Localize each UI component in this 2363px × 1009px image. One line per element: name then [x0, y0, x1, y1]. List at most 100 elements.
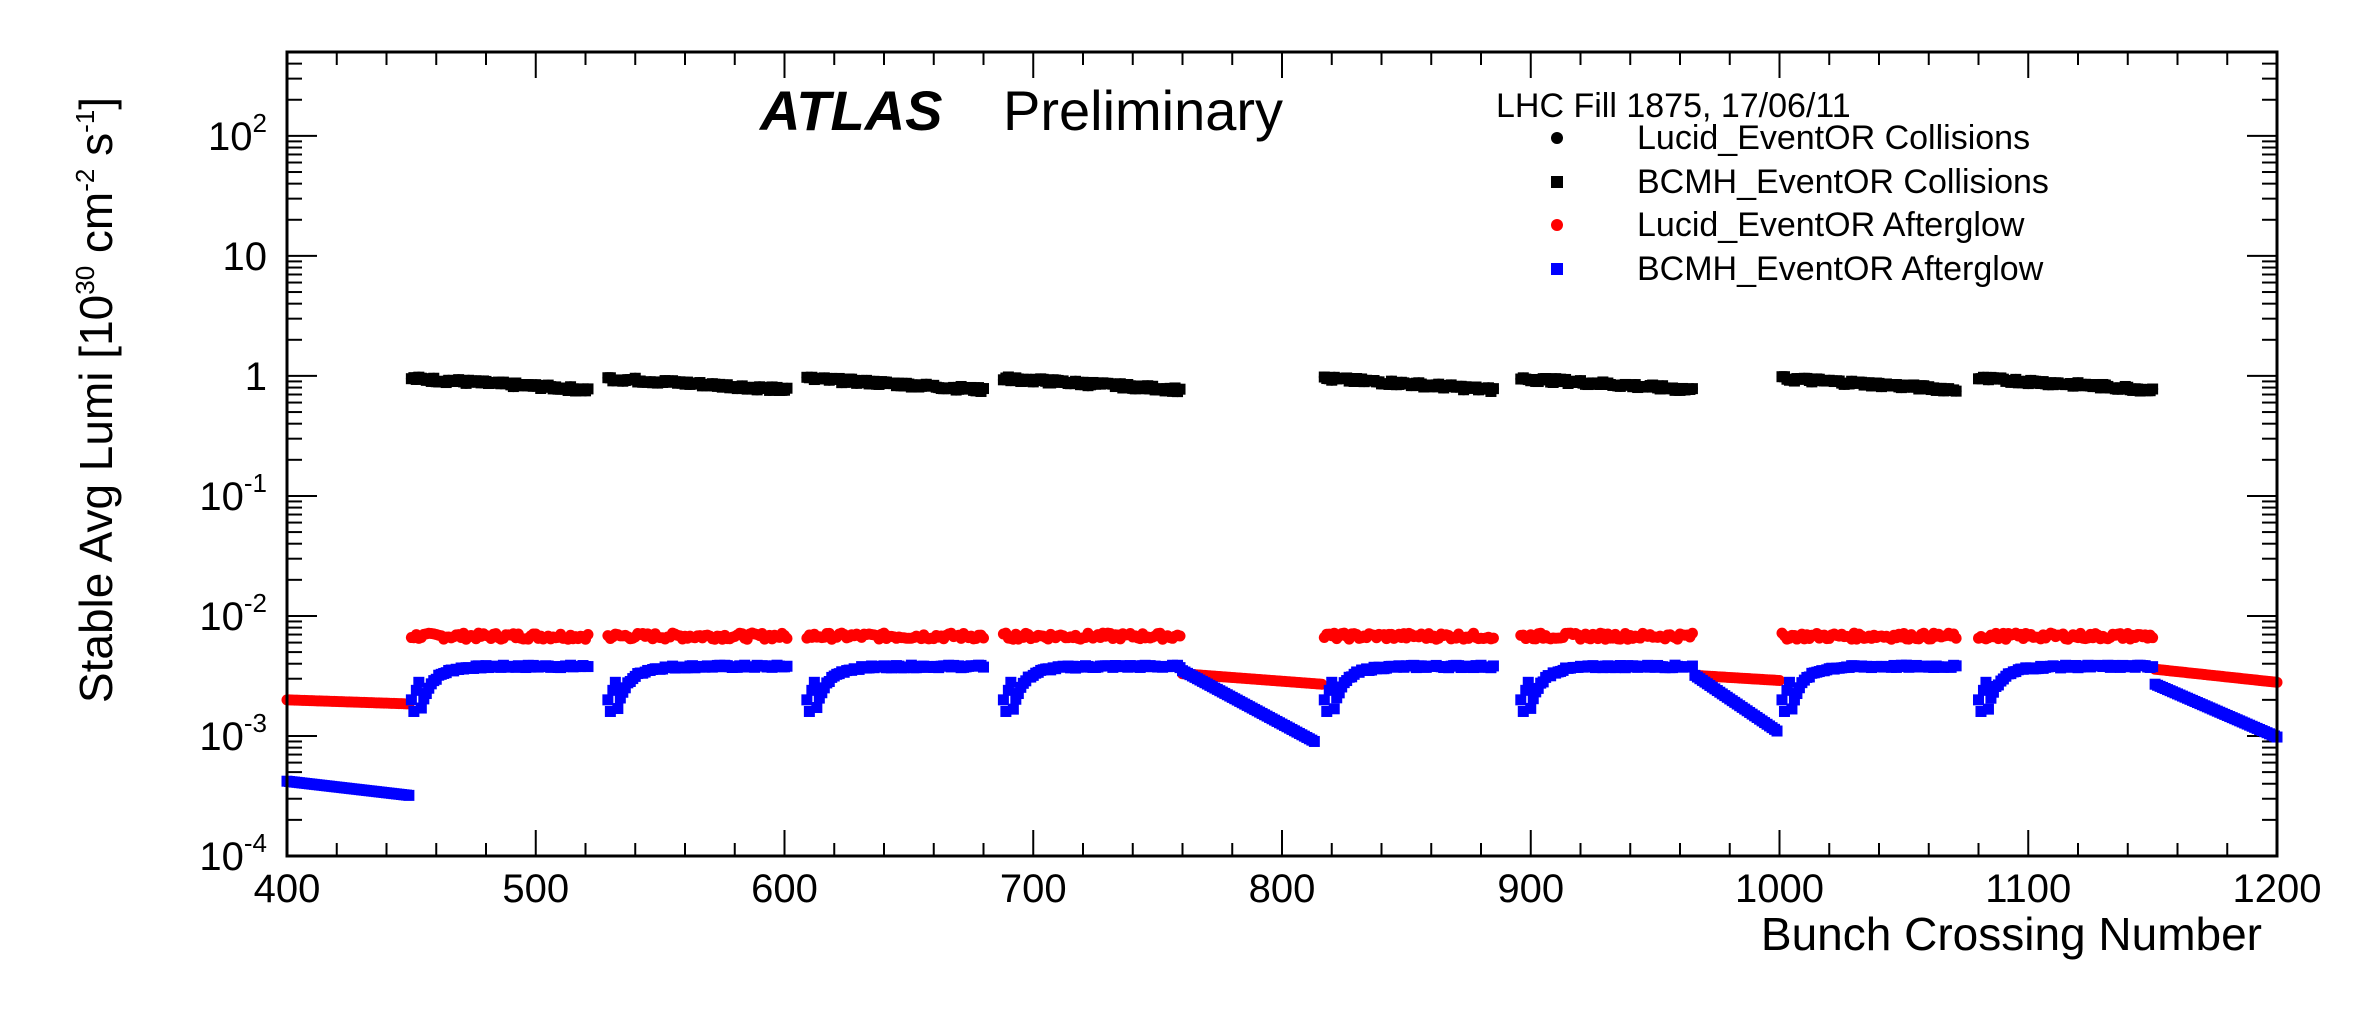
bcmh-afterglow-point — [1977, 684, 1989, 696]
bcmh-afterglow-point — [2147, 661, 2159, 673]
bcmh-afterglow-point — [1950, 660, 1962, 672]
bcmh-afterglow-point — [1522, 676, 1534, 688]
bcmh-afterglow-point — [1515, 694, 1527, 706]
bcmh-afterglow-point — [1781, 684, 1793, 696]
y-axis-title-mid2: s — [70, 133, 122, 169]
plot-frame — [285, 50, 2279, 858]
axis-ticks: 400 500 600 700 800 900 1000 1100 120010-410-310… — [199, 51, 2322, 911]
y-axis-title: Stable Avg Lumi [1030 cm-2 s-1] — [70, 97, 122, 703]
x-tick-label: 900 — [1497, 867, 1564, 911]
bcmh-afterglow-point — [607, 684, 619, 696]
legend-marker — [1551, 263, 1563, 275]
bcmh-afterglow-point — [1525, 702, 1537, 714]
bcmh-afterglow-point — [997, 694, 1009, 706]
bcmh-afterglow-point — [1487, 660, 1499, 672]
legend-label: Lucid_EventOR Afterglow — [1637, 206, 2025, 244]
y-tick-label-base: 1 — [245, 355, 267, 399]
y-tick-label: 10 — [223, 235, 268, 279]
bcmh-afterglow-point — [410, 684, 422, 696]
y-tick-label: 10-3 — [199, 708, 267, 759]
bcmh-afterglow-point — [1323, 684, 1335, 696]
y-axis-title-mid: cm — [70, 192, 122, 266]
bcmh-afterglow-point — [405, 694, 417, 706]
bcmh-afterglow-point — [1005, 676, 1017, 688]
bcmh-afterglow-point — [1174, 662, 1186, 674]
bcmh-afterglow-point — [1517, 705, 1529, 717]
bcmh-afterglow-point — [808, 676, 820, 688]
bcmh-collisions-point — [1174, 383, 1186, 395]
bcmh-afterglow-point — [801, 694, 813, 706]
x-tick-label: 1100 — [1985, 867, 2071, 911]
lucid-afterglow-point — [978, 632, 989, 644]
fill-info: LHC Fill 1875, 17/06/11 — [1496, 87, 1851, 125]
bcmh-afterglow-point — [1007, 703, 1019, 715]
y-tick-label-base: 10 — [199, 475, 244, 519]
y-axis-title-exp2: -2 — [70, 169, 100, 192]
bcmh-collisions-point — [978, 383, 989, 395]
bcmh-afterglow-point — [1786, 703, 1798, 715]
lucid-afterglow-point — [582, 628, 594, 640]
y-tick-label-exponent: -1 — [244, 468, 267, 498]
y-tick-label: 102 — [208, 108, 267, 159]
bcmh-afterglow-point — [403, 789, 415, 801]
bcmh-collisions-point — [781, 382, 793, 394]
bcmh-afterglow-point — [614, 692, 626, 704]
bcmh-afterglow-point — [602, 694, 614, 706]
bcmh-afterglow-point — [1791, 688, 1803, 700]
y-tick-label-exponent: -2 — [244, 588, 267, 618]
bcmh-afterglow-point — [1002, 684, 1014, 696]
preliminary-label: Preliminary — [1003, 79, 1283, 142]
bcmh-afterglow-point — [1783, 676, 1795, 688]
bcmh-afterglow-point — [1326, 676, 1338, 688]
y-axis-title-exp3: -1 — [70, 110, 100, 133]
bcmh-afterglow-point — [582, 661, 594, 673]
y-tick-label-exponent: -4 — [244, 828, 267, 858]
legend-label: BCMH_EventOR Collisions — [1637, 163, 2049, 201]
lucid-afterglow-point — [1686, 627, 1698, 639]
legend-marker — [1551, 132, 1563, 144]
y-tick-label: 1 — [245, 355, 267, 399]
bcmh-afterglow-point — [1778, 705, 1790, 717]
bcmh-afterglow-point — [1328, 703, 1340, 715]
x-tick-label: 1200 — [2233, 867, 2322, 911]
bcmh-afterglow-point — [1776, 694, 1788, 706]
bcmh-afterglow-point — [1771, 725, 1783, 737]
bcmh-afterglow-point — [1686, 660, 1698, 672]
y-tick-label-exponent: -3 — [244, 708, 267, 738]
bcmh-afterglow-point — [1318, 694, 1330, 706]
bcmh-afterglow-point — [415, 702, 427, 714]
legend-label: Lucid_EventOR Collisions — [1637, 119, 2030, 157]
y-axis-title-exp1: 30 — [70, 266, 100, 295]
bcmh-afterglow-point — [408, 705, 420, 717]
bcmh-afterglow-point — [1973, 694, 1984, 706]
x-tick-label: 600 — [751, 867, 818, 911]
bcmh-afterglow-point — [612, 703, 624, 715]
x-tick-label: 400 — [254, 867, 321, 911]
lucid-afterglow-point — [1950, 632, 1962, 644]
bcmh-afterglow-point — [1010, 693, 1022, 705]
y-tick-label: 10-1 — [199, 468, 267, 519]
lucid-afterglow-point — [1174, 630, 1186, 642]
bcmh-afterglow-point — [1788, 694, 1800, 706]
lucid-afterglow-point — [781, 632, 793, 644]
legend-marker — [1551, 219, 1563, 231]
x-tick-label: 800 — [1249, 867, 1316, 911]
lucid-afterglow-point — [2147, 632, 2159, 644]
x-tick-label: 700 — [1000, 867, 1067, 911]
bcmh-collisions-point — [582, 383, 594, 395]
atlas-label: ATLAS — [758, 79, 943, 142]
x-tick-label: 1000 — [1735, 867, 1824, 911]
bcmh-afterglow-point — [1333, 687, 1345, 699]
bcmh-collisions-point — [1686, 383, 1698, 395]
bcmh-collisions-point — [1487, 383, 1499, 395]
y-tick-label: 10-2 — [199, 588, 267, 639]
bcmh-afterglow-point — [1985, 692, 1997, 704]
y-axis-title-end: ] — [70, 97, 122, 110]
bcmh-afterglow-point — [1000, 705, 1012, 717]
bcmh-afterglow-point — [1308, 735, 1320, 747]
bcmh-collisions-point — [2147, 383, 2159, 395]
bcmh-afterglow-point — [1012, 688, 1024, 700]
bcmh-afterglow-point — [978, 661, 989, 673]
